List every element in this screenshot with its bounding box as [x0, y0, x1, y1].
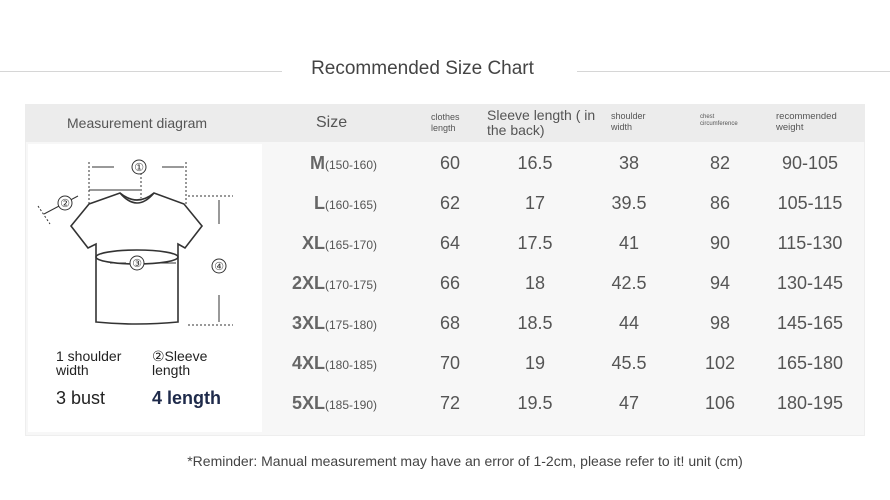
legend-bust: 3 bust	[56, 388, 106, 408]
cell-shoulder: 41	[618, 233, 640, 253]
size-label: M(150-160)	[309, 153, 377, 173]
tshirt-diagram-icon: ① ② ③ ④	[37, 159, 233, 326]
size-label: 2XL(170-175)	[291, 273, 377, 293]
cell-weight: 90-105	[781, 153, 839, 173]
svg-text:④: ④	[214, 260, 224, 273]
cell-clothes: 66	[439, 273, 461, 293]
cell-shoulder: 38	[618, 153, 640, 173]
legend-length: 4 length	[152, 388, 222, 408]
header-clothes-length: clothes length	[431, 112, 460, 133]
header-shoulder-width: shoulder width	[611, 111, 646, 132]
cell-chest: 86	[709, 193, 731, 213]
cell-clothes: 68	[439, 313, 461, 333]
cell-sleeve: 17.5	[517, 233, 553, 253]
title-divider-left	[0, 71, 282, 72]
svg-text:②: ②	[60, 197, 70, 210]
cell-sleeve: 18.5	[517, 313, 553, 333]
header-diagram: Measurement diagram	[67, 115, 208, 131]
header-size: Size	[316, 114, 348, 131]
cell-weight: 105-115	[777, 193, 843, 213]
cell-chest: 90	[709, 233, 731, 253]
cell-clothes: 62	[439, 193, 461, 213]
cell-weight: 180-195	[776, 393, 844, 413]
cell-weight: 130-145	[776, 273, 844, 293]
legend-sleeve-length: ②Sleeve length	[152, 348, 208, 378]
cell-sleeve: 19.5	[517, 393, 553, 413]
legend-shoulder-width: 1 shoulder width	[56, 348, 122, 378]
cell-weight: 145-165	[776, 313, 844, 333]
cell-chest: 102	[704, 353, 736, 373]
cell-shoulder: 39.5	[611, 193, 647, 213]
cell-shoulder: 44	[618, 313, 640, 333]
cell-shoulder: 47	[618, 393, 640, 413]
svg-text:③: ③	[132, 257, 142, 270]
page-title: Recommended Size Chart	[311, 58, 534, 79]
cell-clothes: 64	[439, 233, 461, 253]
measurement-diagram: ① ② ③ ④ 1 shoulder width ②Sleeve length …	[28, 144, 262, 432]
header-chest: chest circumference	[700, 114, 738, 127]
header-weight: recommended weight	[776, 111, 837, 133]
cell-sleeve: 17	[524, 193, 546, 213]
reminder-note: *Reminder: Manual measurement may have a…	[187, 453, 743, 469]
size-label: XL(165-170)	[301, 233, 377, 253]
table-header: Measurement diagram Size clothes length …	[25, 104, 865, 142]
cell-sleeve: 16.5	[517, 153, 553, 173]
cell-sleeve: 19	[524, 353, 546, 373]
size-label: 5XL(185-190)	[291, 393, 377, 413]
cell-clothes: 72	[439, 393, 461, 413]
header-sleeve-length: Sleeve length ( in the back)	[487, 107, 596, 138]
cell-chest: 82	[709, 153, 731, 173]
title-divider-right	[577, 71, 890, 72]
cell-weight: 115-130	[777, 233, 843, 253]
svg-text:①: ①	[134, 161, 144, 174]
size-label: 3XL(175-180)	[291, 313, 377, 333]
cell-sleeve: 18	[524, 273, 546, 293]
size-label: 4XL(180-185)	[291, 353, 377, 373]
cell-weight: 165-180	[776, 353, 844, 373]
size-label: L(160-165)	[313, 193, 377, 213]
cell-chest: 94	[709, 273, 731, 293]
cell-clothes: 60	[439, 153, 461, 173]
cell-chest: 106	[704, 393, 736, 413]
cell-shoulder: 42.5	[611, 273, 647, 293]
cell-clothes: 70	[439, 353, 461, 373]
cell-chest: 98	[709, 313, 731, 333]
cell-shoulder: 45.5	[611, 353, 647, 373]
